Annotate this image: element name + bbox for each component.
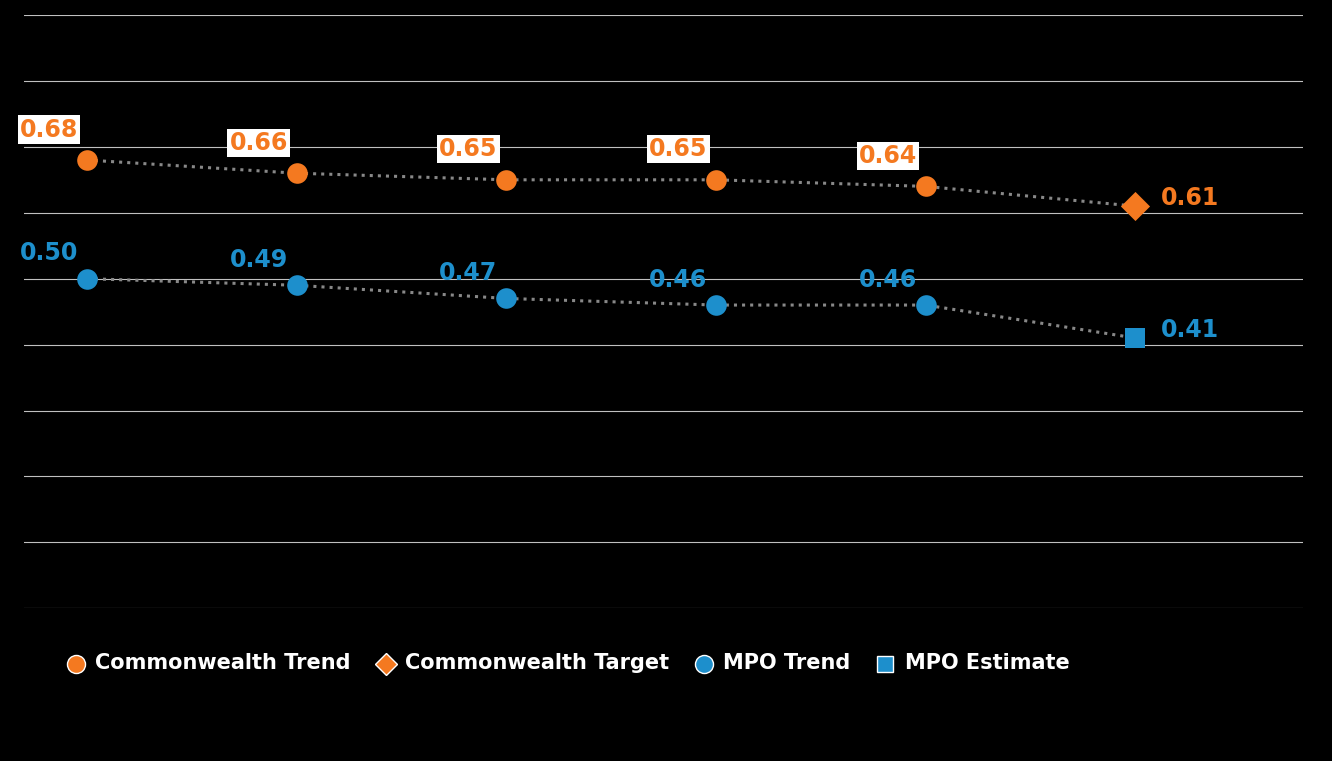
Legend: Commonwealth Trend, Commonwealth Target, MPO Trend, MPO Estimate: Commonwealth Trend, Commonwealth Target,…	[56, 648, 1075, 679]
Text: 0.41: 0.41	[1160, 318, 1219, 342]
Point	[286, 279, 308, 291]
Point	[1124, 332, 1146, 344]
Text: 0.49: 0.49	[229, 248, 288, 272]
Point	[496, 292, 517, 304]
Text: 0.66: 0.66	[229, 131, 288, 154]
Point	[705, 299, 726, 311]
Text: 0.50: 0.50	[20, 241, 79, 266]
Text: 0.68: 0.68	[20, 117, 79, 142]
Point	[496, 174, 517, 186]
Text: 0.46: 0.46	[649, 268, 707, 292]
Text: 0.61: 0.61	[1160, 186, 1219, 210]
Text: 0.65: 0.65	[440, 137, 498, 161]
Point	[76, 154, 97, 166]
Text: 0.65: 0.65	[649, 137, 707, 161]
Point	[915, 299, 936, 311]
Text: 0.46: 0.46	[859, 268, 916, 292]
Text: 0.47: 0.47	[440, 261, 498, 285]
Point	[76, 272, 97, 285]
Point	[1124, 200, 1146, 212]
Point	[705, 174, 726, 186]
Point	[286, 167, 308, 180]
Text: 0.64: 0.64	[859, 144, 916, 168]
Point	[915, 180, 936, 193]
